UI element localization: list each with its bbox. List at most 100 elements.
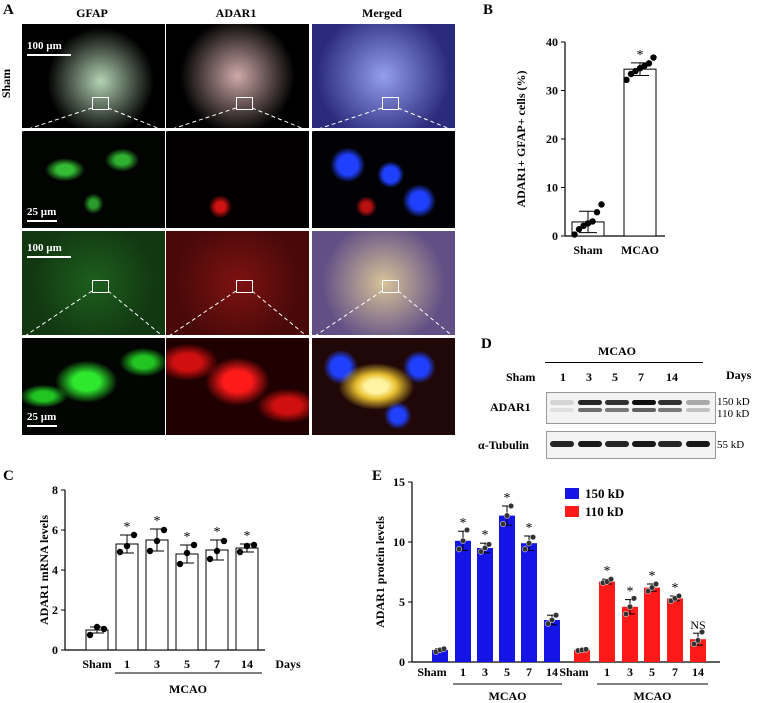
micrograph-gfap-2 [22, 131, 165, 228]
col-title-adar1: ADAR1 [215, 6, 257, 20]
col-title-gfap: GFAP [76, 6, 108, 20]
data-point [575, 226, 583, 233]
significance-label: * [482, 528, 489, 543]
wb-band-110 [605, 408, 629, 412]
x-tick-label: 1 [460, 665, 466, 679]
wb-group-line [545, 362, 703, 363]
data-point [86, 631, 94, 639]
wb-band-110 [686, 408, 710, 412]
y-tick-label: 0 [552, 229, 558, 243]
wb-band-150 [658, 400, 682, 405]
data-point [503, 512, 511, 519]
data-point [593, 209, 601, 216]
zoom-box [382, 280, 399, 293]
significance-star: * [637, 48, 644, 63]
zoom-line [251, 107, 310, 132]
bar [175, 553, 199, 651]
zoom-line [21, 290, 93, 339]
bar [667, 598, 683, 662]
zoom-line [311, 107, 383, 132]
wb-band-110 [632, 408, 656, 412]
x-tick-label: 1 [604, 665, 610, 679]
bar [477, 548, 493, 662]
data-point [630, 595, 638, 602]
bar [544, 620, 560, 662]
y-tick-label: 40 [546, 35, 558, 49]
y-axis-label: ADAR1 protein levels [373, 516, 387, 628]
data-point [690, 640, 698, 648]
y-tick-label: 15 [393, 475, 405, 489]
x-tick-label: MCAO [621, 243, 659, 257]
zoom-line [251, 290, 310, 339]
wb-band-tubulin [632, 441, 656, 447]
significance-label: * [604, 564, 611, 579]
chart-b: 0 10 20 30 40 ADAR1+ GFAP+ cells (%) Sham * MCAO [514, 35, 665, 257]
legend-label: 150 kD [585, 486, 624, 501]
data-point [160, 526, 168, 534]
significance-label: * [627, 585, 634, 600]
data-point [644, 588, 652, 595]
micrograph-gfap-1 [22, 24, 165, 128]
wb-row-tubulin: α-Tubulin [478, 438, 529, 452]
panel-label-a: A [3, 2, 14, 18]
wb-strip-adar1 [546, 392, 716, 424]
wb-mw-150: 150 kD [717, 396, 750, 408]
wb-band-110 [578, 408, 602, 412]
micrograph-adar1-4 [166, 338, 309, 435]
data-point [623, 76, 630, 84]
data-point [123, 542, 131, 550]
data-point [648, 584, 656, 591]
data-point [243, 542, 251, 550]
zoom-box [382, 97, 399, 110]
wb-band-tubulin [658, 441, 682, 447]
micrograph-gfap-3 [22, 231, 165, 335]
x-tick-label: 5 [504, 665, 510, 679]
wb-band-150 [578, 400, 602, 405]
data-point [477, 548, 485, 555]
bar [145, 539, 169, 651]
wb-lane-5: 5 [612, 370, 618, 384]
zoom-line [165, 107, 237, 132]
significance-star: * [184, 530, 191, 545]
x-tick-label: 3 [154, 657, 160, 671]
x-tick-label: 3 [482, 665, 488, 679]
data-point [116, 548, 124, 556]
wb-group-label: MCAO [598, 344, 636, 358]
scale-label-25-bottom: 25 µm [27, 411, 57, 423]
x-tick-label: 7 [526, 665, 532, 679]
scale-label-25-top-bar [27, 220, 57, 222]
wb-band-tubulin [605, 441, 629, 447]
group-label: MCAO [634, 689, 672, 702]
data-point [93, 623, 101, 631]
zoom-box [236, 97, 253, 110]
y-axis-label: ADAR1 mRNA levels [37, 515, 51, 625]
bar [623, 68, 657, 237]
bar [115, 543, 139, 651]
data-point [589, 218, 596, 225]
legend-label: 110 kD [585, 504, 624, 519]
data-point [455, 546, 463, 553]
x-tick-label: Sham [417, 665, 446, 679]
data-point [463, 526, 471, 534]
x-tick-label: 5 [184, 657, 190, 671]
data-point [507, 502, 515, 510]
western-blot: MCAO Sham 1 3 5 7 14 Days ADAR1 α-Tubulin 150… [478, 340, 762, 459]
zoom-line [397, 290, 456, 339]
micrograph-merged-3 [312, 231, 455, 335]
micrograph-merged-4 [312, 338, 455, 435]
zoom-line [107, 107, 166, 132]
x-tick-label: 3 [627, 665, 633, 679]
y-tick-label: 20 [546, 132, 558, 146]
x-tick-label: Sham [573, 243, 602, 257]
y-tick-label: 0 [52, 643, 58, 657]
bar [622, 606, 638, 662]
panel-label-b: B [483, 2, 494, 18]
data-point [598, 201, 605, 208]
wb-band-110 [658, 408, 682, 412]
significance-label: NS [690, 618, 705, 632]
data-point [206, 555, 214, 563]
y-tick-label: 0 [399, 655, 405, 669]
data-point [459, 537, 467, 544]
data-point [694, 637, 702, 644]
data-point [176, 560, 184, 568]
